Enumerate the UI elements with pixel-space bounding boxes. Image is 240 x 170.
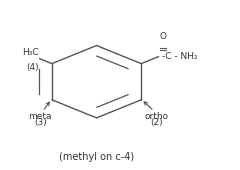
Text: (3): (3) — [34, 118, 47, 126]
Text: meta: meta — [28, 112, 52, 121]
Text: -C - NH₂: -C - NH₂ — [162, 52, 198, 61]
Text: ortho: ortho — [144, 112, 168, 121]
Text: (2): (2) — [150, 118, 163, 126]
Text: (4): (4) — [26, 63, 39, 72]
Text: O: O — [159, 32, 166, 41]
Text: (methyl on c-4): (methyl on c-4) — [59, 152, 134, 162]
Text: H₃C: H₃C — [22, 48, 39, 57]
